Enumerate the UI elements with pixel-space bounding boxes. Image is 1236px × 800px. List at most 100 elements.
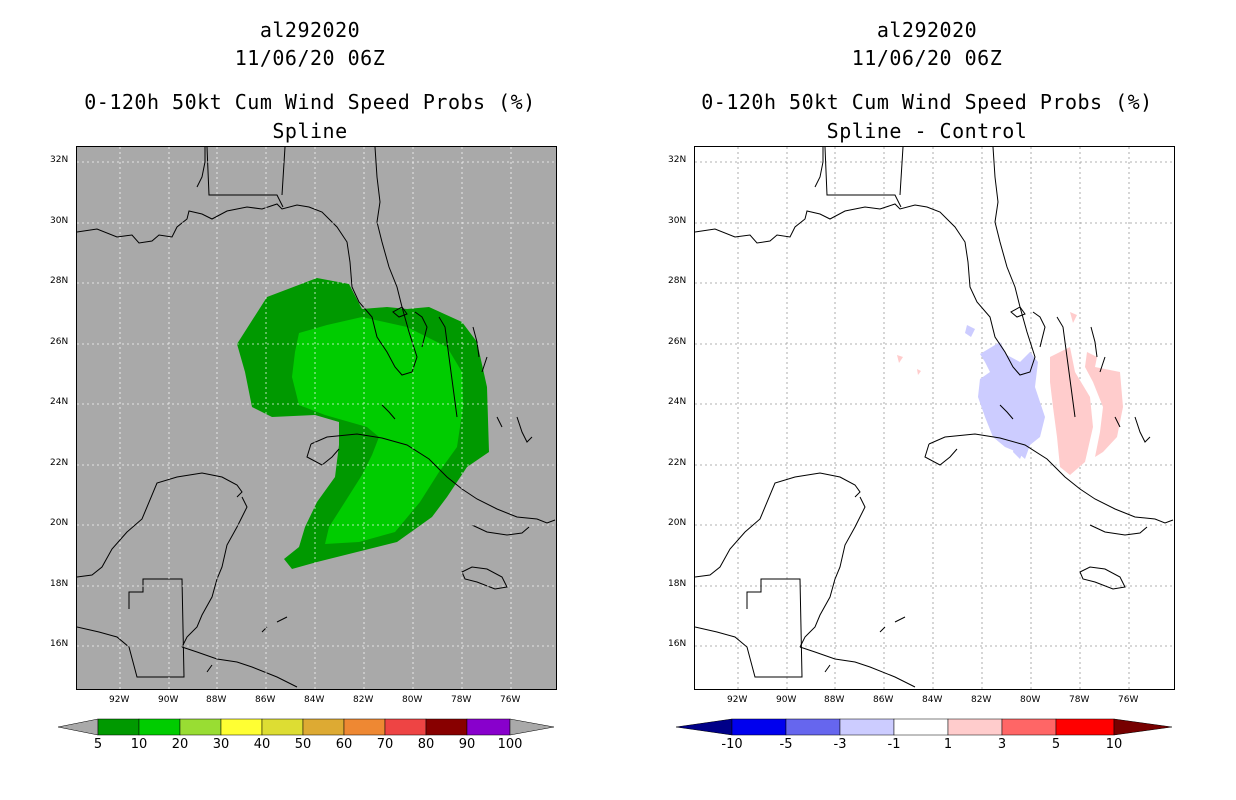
colorbar-swatch xyxy=(302,718,345,736)
colorbar-label: -10 xyxy=(721,737,743,752)
left-colorbar xyxy=(57,716,555,738)
colorbar-swatch xyxy=(466,718,511,736)
colorbar-label: 50 xyxy=(294,737,312,752)
left-subtitle: Spline xyxy=(272,119,348,143)
left-storm-id: al292020 xyxy=(259,18,361,42)
right-difference-map xyxy=(694,146,1175,690)
left-datetime: 11/06/20 06Z xyxy=(234,46,386,70)
lat-label: 30N xyxy=(668,216,687,226)
left-gridlines xyxy=(77,147,556,689)
colorbar-label: -1 xyxy=(887,737,901,752)
colorbar-label: 70 xyxy=(376,737,394,752)
lat-label: 20N xyxy=(50,518,69,528)
colorbar-label: 40 xyxy=(253,737,271,752)
lon-label: 84W xyxy=(304,695,325,705)
lon-label: 86W xyxy=(873,695,894,705)
colorbar-swatch xyxy=(731,718,787,736)
lon-label: 92W xyxy=(109,695,130,705)
lon-label: 82W xyxy=(971,695,992,705)
lat-label: 32N xyxy=(668,155,687,165)
colorbar-label: 20 xyxy=(171,737,189,752)
right-subtitle: Spline - Control xyxy=(826,119,1028,143)
colorbar-low-arrow xyxy=(675,718,733,736)
lon-label: 88W xyxy=(206,695,227,705)
lat-label: 22N xyxy=(668,458,687,468)
left-probability-map xyxy=(76,146,557,690)
lat-label: 32N xyxy=(50,155,69,165)
lon-label: 76W xyxy=(500,695,521,705)
lat-label: 24N xyxy=(50,397,69,407)
left-probability-contours xyxy=(237,278,489,569)
lon-label: 92W xyxy=(727,695,748,705)
lat-label: 20N xyxy=(668,518,687,528)
colorbar-swatch xyxy=(1055,718,1115,736)
diff-negative-blob-1 xyxy=(965,325,975,337)
colorbar-label: 3 xyxy=(997,737,1007,752)
diff-positive-region-1 xyxy=(1050,347,1093,475)
lat-label: 18N xyxy=(668,579,687,589)
colorbar-label: 1 xyxy=(943,737,953,752)
lon-label: 76W xyxy=(1118,695,1139,705)
lat-label: 22N xyxy=(50,458,69,468)
colorbar-swatch xyxy=(97,718,140,736)
colorbar-swatch xyxy=(947,718,1003,736)
lon-label: 90W xyxy=(158,695,179,705)
colorbar-swatch xyxy=(343,718,386,736)
lat-label: 28N xyxy=(50,276,69,286)
diff-positive-region-2 xyxy=(1085,352,1123,457)
lat-label: 16N xyxy=(50,639,69,649)
lon-label: 82W xyxy=(353,695,374,705)
colorbar-high-arrow xyxy=(509,718,555,736)
diff-negative-region xyxy=(978,342,1045,459)
colorbar-label: -3 xyxy=(833,737,847,752)
colorbar-label: 5 xyxy=(93,737,103,752)
lat-label: 26N xyxy=(668,337,687,347)
lon-label: 80W xyxy=(1020,695,1041,705)
colorbar-label: 80 xyxy=(417,737,435,752)
lon-label: 90W xyxy=(776,695,797,705)
diff-positive-blob-1 xyxy=(1070,312,1077,323)
colorbar-label: 10 xyxy=(1105,737,1123,752)
lat-label: 16N xyxy=(668,639,687,649)
colorbar-low-arrow xyxy=(57,718,99,736)
lat-label: 18N xyxy=(50,579,69,589)
lon-label: 84W xyxy=(922,695,943,705)
colorbar-swatch xyxy=(425,718,468,736)
colorbar-swatch xyxy=(261,718,304,736)
colorbar-swatch xyxy=(785,718,841,736)
colorbar-label: 5 xyxy=(1051,737,1061,752)
right-coastlines xyxy=(695,147,1174,688)
colorbar-high-arrow xyxy=(1113,718,1173,736)
colorbar-swatch xyxy=(839,718,895,736)
colorbar-swatch xyxy=(384,718,427,736)
diff-negative-blob-2 xyxy=(1013,442,1025,459)
lat-label: 28N xyxy=(668,276,687,286)
lat-label: 24N xyxy=(668,397,687,407)
colorbar-label: 10 xyxy=(130,737,148,752)
lon-label: 78W xyxy=(1069,695,1090,705)
right-colorbar xyxy=(675,716,1173,738)
diff-positive-blob-2 xyxy=(897,355,903,363)
lat-label: 26N xyxy=(50,337,69,347)
left-product-title: 0-120h 50kt Cum Wind Speed Probs (%) xyxy=(84,90,536,114)
lon-label: 88W xyxy=(824,695,845,705)
right-product-title: 0-120h 50kt Cum Wind Speed Probs (%) xyxy=(701,90,1153,114)
lon-label: 80W xyxy=(402,695,423,705)
lon-label: 86W xyxy=(255,695,276,705)
colorbar-swatch xyxy=(138,718,181,736)
diff-positive-blob-3 xyxy=(917,369,921,375)
right-difference-contours xyxy=(897,312,1123,475)
lon-label: 78W xyxy=(451,695,472,705)
colorbar-swatch xyxy=(1001,718,1057,736)
colorbar-label: 100 xyxy=(497,737,523,752)
colorbar-label: 30 xyxy=(212,737,230,752)
colorbar-label: 60 xyxy=(335,737,353,752)
prob-contour-20 xyxy=(292,317,463,544)
colorbar-label: -5 xyxy=(779,737,793,752)
lat-label: 30N xyxy=(50,216,69,226)
right-datetime: 11/06/20 06Z xyxy=(851,46,1003,70)
colorbar-label: 90 xyxy=(458,737,476,752)
right-storm-id: al292020 xyxy=(876,18,978,42)
colorbar-swatch xyxy=(179,718,222,736)
colorbar-swatch xyxy=(220,718,263,736)
